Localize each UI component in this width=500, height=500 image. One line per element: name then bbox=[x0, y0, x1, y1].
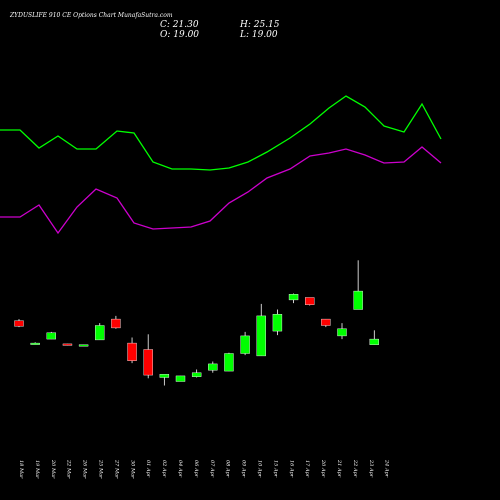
candle bbox=[62, 343, 73, 346]
candle-body bbox=[272, 314, 283, 332]
candle-body bbox=[127, 342, 137, 361]
x-tick-label: 19 Mar bbox=[34, 460, 40, 479]
candle-body bbox=[321, 318, 331, 326]
candle bbox=[127, 337, 137, 364]
indicator-line-2 bbox=[0, 146, 442, 235]
x-tick-label: 04 Apr bbox=[177, 460, 183, 478]
x-tick-label: 15 Apr bbox=[272, 460, 278, 478]
candle-body bbox=[62, 343, 73, 346]
candle-body bbox=[256, 315, 266, 357]
candle-body bbox=[353, 290, 363, 310]
candle-body bbox=[224, 353, 234, 372]
x-axis-ticks: 18 Mar 19 Mar 20 Mar 22 Mar 26 Mar 25 Mar 27 M… bbox=[18, 459, 390, 479]
candles bbox=[14, 260, 379, 386]
candle bbox=[78, 344, 89, 347]
x-tick-label: 22 Apr bbox=[352, 459, 358, 478]
x-tick-label: 17 Apr bbox=[304, 460, 310, 478]
candle bbox=[159, 374, 170, 386]
candle bbox=[111, 315, 121, 329]
open-value: O: 19.00 bbox=[160, 30, 199, 40]
chart-title: ZYDUSLIFE 910 CE Options Chart MunafaSut… bbox=[9, 12, 173, 19]
candle bbox=[175, 375, 186, 382]
candle bbox=[143, 334, 153, 379]
x-tick-label: 18 Mar bbox=[18, 460, 24, 479]
x-tick-label: 21 Apr bbox=[336, 459, 342, 478]
candle-body bbox=[369, 338, 379, 345]
candle-body bbox=[30, 342, 40, 345]
candle bbox=[191, 369, 202, 378]
candle-body bbox=[46, 332, 56, 340]
candle-body bbox=[159, 374, 170, 378]
candle-body bbox=[175, 375, 186, 382]
candle-body bbox=[143, 349, 153, 376]
x-tick-label: 23 Apr bbox=[368, 459, 374, 478]
indicator-lines bbox=[0, 95, 442, 235]
candle-body bbox=[14, 320, 24, 327]
x-tick-label: 20 Mar bbox=[50, 459, 56, 479]
candle bbox=[288, 293, 299, 304]
candle-body bbox=[240, 335, 250, 354]
x-tick-label: 22 Mar bbox=[66, 459, 72, 479]
x-tick-label: 01 Apr bbox=[145, 460, 151, 478]
candle-body bbox=[191, 372, 202, 377]
x-tick-label: 27 Mar bbox=[113, 459, 119, 479]
x-tick-label: 07 Apr bbox=[209, 460, 215, 478]
candle bbox=[353, 260, 363, 310]
candle-body bbox=[111, 318, 121, 329]
candle-body bbox=[288, 294, 299, 301]
candle bbox=[256, 303, 266, 357]
candle bbox=[30, 342, 40, 345]
high-value: H: 25.15 bbox=[239, 20, 280, 30]
candle bbox=[369, 330, 379, 345]
x-tick-label: 06 Apr bbox=[193, 460, 199, 478]
x-tick-label: 08 Apr bbox=[225, 460, 231, 478]
candle bbox=[321, 318, 331, 328]
candle bbox=[14, 319, 24, 328]
x-tick-label: 10 Apr bbox=[257, 460, 263, 478]
candle bbox=[337, 323, 347, 340]
candle bbox=[95, 323, 105, 341]
candle-body bbox=[78, 344, 89, 347]
candle bbox=[224, 352, 234, 372]
x-tick-label: 26 Mar bbox=[82, 459, 88, 479]
candle-body bbox=[208, 363, 218, 371]
candle bbox=[272, 309, 283, 336]
candle bbox=[305, 297, 315, 306]
candle-body bbox=[95, 325, 105, 341]
candle-body bbox=[337, 328, 347, 337]
candle bbox=[46, 331, 56, 340]
close-value: C: 21.30 bbox=[160, 20, 199, 30]
x-tick-label: 20 Apr bbox=[320, 459, 326, 478]
low-value: L: 19.00 bbox=[239, 30, 278, 40]
x-tick-label: 30 Mar bbox=[129, 460, 135, 479]
x-tick-label: 25 Mar bbox=[98, 459, 104, 479]
x-tick-label: 02 Apr bbox=[161, 460, 167, 478]
candle bbox=[240, 331, 250, 356]
x-tick-label: 24 Apr bbox=[384, 459, 390, 478]
candle bbox=[208, 361, 218, 373]
indicator-line-1 bbox=[0, 95, 442, 171]
x-tick-label: 09 Apr bbox=[241, 460, 247, 478]
x-tick-label: 16 Apr bbox=[288, 460, 294, 478]
candle-body bbox=[305, 297, 315, 305]
